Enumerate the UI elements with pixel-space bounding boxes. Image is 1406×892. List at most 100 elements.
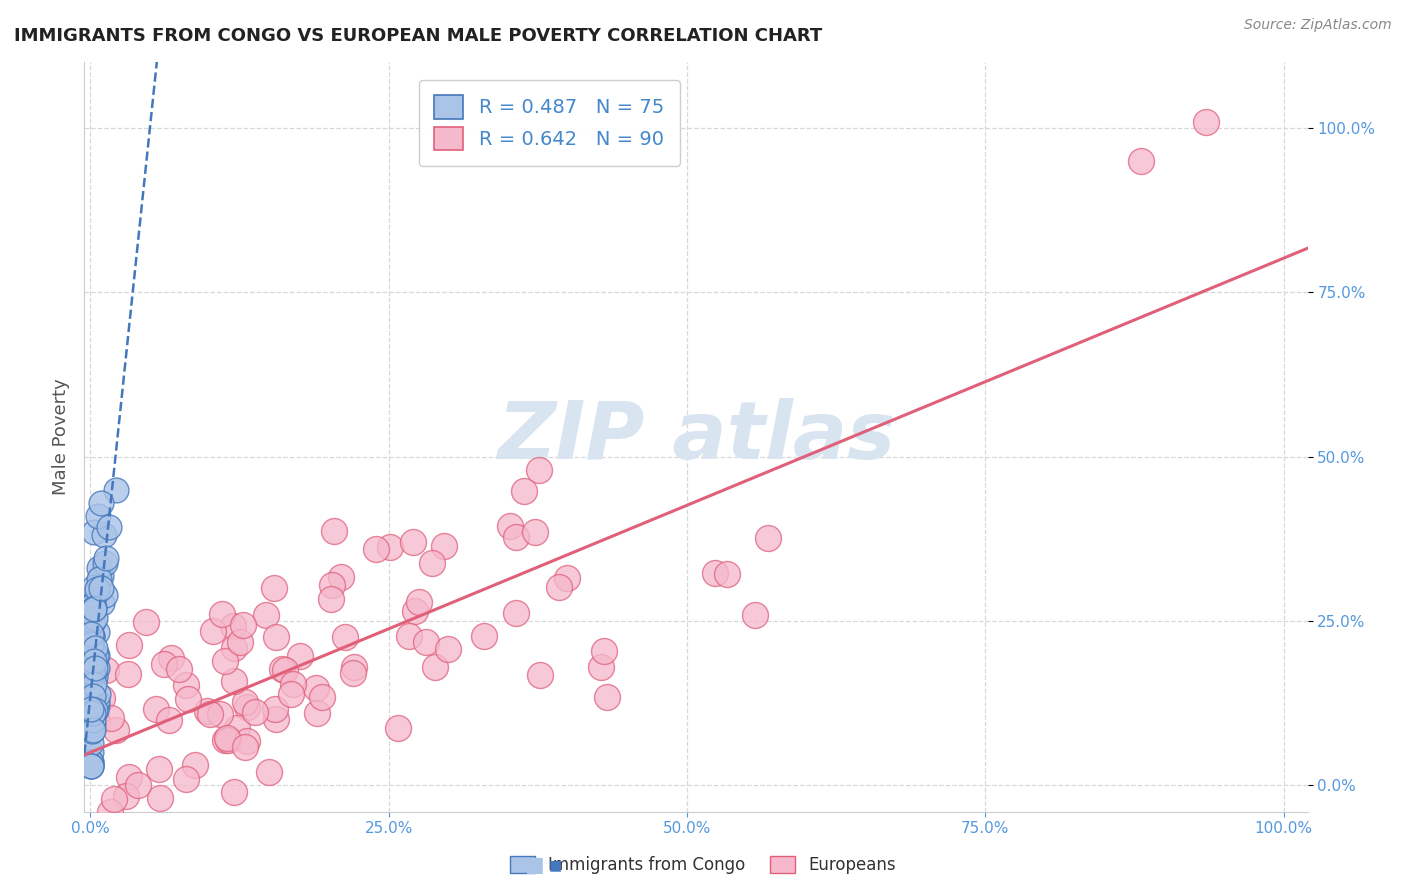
Legend: R = 0.487   N = 75, R = 0.642   N = 90: R = 0.487 N = 75, R = 0.642 N = 90 xyxy=(419,79,679,166)
Point xyxy=(254,608,277,623)
Point xyxy=(83,703,105,717)
Point xyxy=(425,660,447,674)
Point xyxy=(91,596,114,610)
Point xyxy=(87,572,110,586)
Point xyxy=(82,697,104,711)
Point xyxy=(82,717,104,731)
Point xyxy=(83,661,105,675)
Point xyxy=(1195,114,1218,128)
Point xyxy=(233,695,256,709)
Point xyxy=(527,463,550,477)
Point xyxy=(103,791,125,805)
Point xyxy=(90,496,112,510)
Point xyxy=(333,630,356,644)
Point xyxy=(323,524,346,538)
Point xyxy=(214,654,236,668)
Point xyxy=(263,702,285,716)
Point xyxy=(80,630,103,644)
Point xyxy=(79,637,101,651)
Point xyxy=(274,663,297,677)
Point xyxy=(433,539,456,553)
Point xyxy=(87,687,110,701)
Point xyxy=(498,518,520,533)
Point xyxy=(195,704,218,718)
Point xyxy=(83,600,105,615)
Point xyxy=(114,789,136,804)
Point xyxy=(264,630,287,644)
Point xyxy=(127,779,149,793)
Point xyxy=(222,640,245,655)
Point xyxy=(82,690,104,704)
Point xyxy=(83,654,105,668)
Point xyxy=(1129,154,1152,169)
Point xyxy=(82,706,104,721)
Point xyxy=(79,755,101,769)
Point xyxy=(756,531,779,545)
Point xyxy=(378,540,401,554)
Point xyxy=(208,706,231,721)
Point xyxy=(437,641,460,656)
Point xyxy=(177,691,200,706)
Point xyxy=(174,772,197,786)
Point xyxy=(90,569,112,583)
Point xyxy=(342,665,364,680)
Point xyxy=(84,641,107,656)
Point xyxy=(118,638,141,652)
Point xyxy=(86,582,108,596)
Point xyxy=(104,483,127,497)
Point xyxy=(548,580,571,594)
Point xyxy=(86,624,108,639)
Point xyxy=(233,739,256,754)
Point xyxy=(214,732,236,747)
Point xyxy=(145,702,167,716)
Point xyxy=(228,635,250,649)
Point xyxy=(80,649,103,664)
Point xyxy=(159,651,181,665)
Point xyxy=(84,611,107,625)
Point xyxy=(80,665,103,679)
Text: ■: ■ xyxy=(548,858,561,872)
Point xyxy=(591,660,613,674)
Point xyxy=(529,668,551,682)
Point xyxy=(80,704,103,718)
Point xyxy=(80,745,103,759)
Point xyxy=(89,561,111,575)
Point xyxy=(82,669,104,683)
Text: Source: ZipAtlas.com: Source: ZipAtlas.com xyxy=(1244,18,1392,32)
Point xyxy=(415,635,437,649)
Point xyxy=(201,624,224,639)
Point xyxy=(135,615,157,630)
Point xyxy=(281,677,304,691)
Point xyxy=(387,722,409,736)
Point xyxy=(243,706,266,720)
Point xyxy=(505,606,527,620)
Point xyxy=(148,762,170,776)
Point xyxy=(83,525,105,540)
Point xyxy=(80,650,103,665)
Point xyxy=(86,714,108,729)
Point xyxy=(97,519,120,533)
Point xyxy=(82,614,104,628)
Point xyxy=(80,667,103,681)
Point xyxy=(82,690,104,705)
Point xyxy=(523,524,546,539)
Point xyxy=(343,660,366,674)
Point xyxy=(555,571,578,585)
Point xyxy=(157,713,180,727)
Point xyxy=(93,528,115,542)
Point xyxy=(94,663,117,677)
Point xyxy=(231,618,253,632)
Point xyxy=(236,700,259,714)
Point xyxy=(118,770,141,784)
Text: IMMIGRANTS FROM CONGO VS EUROPEAN MALE POVERTY CORRELATION CHART: IMMIGRANTS FROM CONGO VS EUROPEAN MALE P… xyxy=(14,27,823,45)
Point xyxy=(80,702,103,716)
Point xyxy=(505,530,527,544)
Point xyxy=(93,556,115,570)
Y-axis label: Male Poverty: Male Poverty xyxy=(52,379,70,495)
Text: ZIP atlas: ZIP atlas xyxy=(496,398,896,476)
Point xyxy=(420,556,443,570)
Point xyxy=(82,658,104,673)
Point xyxy=(79,607,101,622)
Point xyxy=(91,691,114,706)
Point xyxy=(117,667,139,681)
